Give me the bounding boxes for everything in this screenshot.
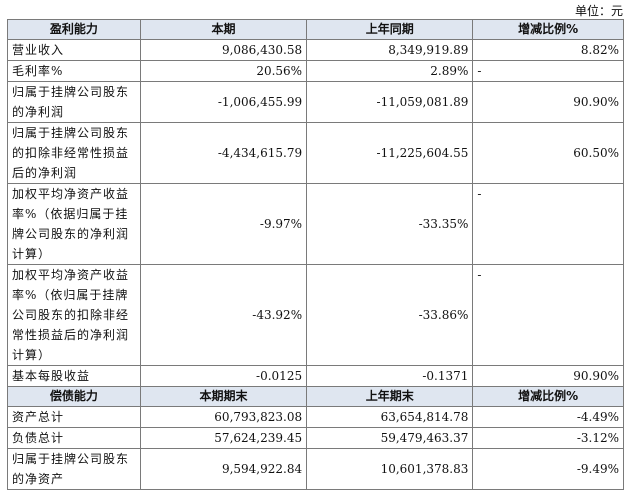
row-label: 基本每股收益	[7, 365, 141, 387]
current-value: -9.97%	[139, 183, 308, 265]
change-ratio-header: 增减比例%	[472, 19, 624, 40]
current-value: -4,434,615.79	[139, 122, 308, 184]
row-label: 负债总计	[7, 427, 141, 449]
previous-year-end-header: 上年期末	[306, 386, 474, 407]
current-period-header: 本期	[139, 19, 308, 40]
current-value: 57,624,239.45	[139, 427, 308, 449]
current-value: 60,793,823.08	[139, 406, 308, 428]
table-row: 基本每股收益 -0.0125 -0.1371 90.90%	[7, 365, 624, 387]
profitability-header-row: 盈利能力 本期 上年同期 增减比例%	[7, 19, 624, 40]
row-label: 归属于挂牌公司股东的扣除非经常性损益后的净利润	[7, 122, 141, 184]
financial-table: 盈利能力 本期 上年同期 增减比例% 营业收入 9,086,430.58 8,3…	[7, 19, 624, 490]
previous-value: -33.86%	[306, 264, 474, 366]
previous-value: -33.35%	[306, 183, 474, 265]
table-row: 毛利率% 20.56% 2.89% -	[7, 60, 624, 82]
change-value: -	[472, 264, 624, 366]
table-row: 加权平均净资产收益率%（依归属于挂牌公司股东的扣除非经常性损益后的净利润计算） …	[7, 264, 624, 366]
previous-value: -0.1371	[306, 365, 474, 387]
row-label: 资产总计	[7, 406, 141, 428]
period-end-header: 本期期末	[139, 386, 308, 407]
previous-value: 8,349,919.89	[306, 39, 474, 61]
row-label: 毛利率%	[7, 60, 141, 82]
table-row: 营业收入 9,086,430.58 8,349,919.89 8.82%	[7, 39, 624, 61]
current-value: 9,086,430.58	[139, 39, 308, 61]
solvency-header: 偿债能力	[7, 386, 141, 407]
table-row: 归属于挂牌公司股东的扣除非经常性损益后的净利润 -4,434,615.79 -1…	[7, 122, 624, 184]
row-label: 营业收入	[7, 39, 141, 61]
row-label: 加权平均净资产收益率%（依归属于挂牌公司股东的扣除非经常性损益后的净利润计算）	[7, 264, 141, 366]
current-value: 20.56%	[139, 60, 308, 82]
change-value: 90.90%	[472, 81, 624, 123]
current-value: -43.92%	[139, 264, 308, 366]
table-row: 负债总计 57,624,239.45 59,479,463.37 -3.12%	[7, 427, 624, 449]
previous-value: 2.89%	[306, 60, 474, 82]
solvency-header-row: 偿债能力 本期期末 上年期末 增减比例%	[7, 386, 624, 407]
change-value: 90.90%	[472, 365, 624, 387]
change-value: 60.50%	[472, 122, 624, 184]
current-value: -0.0125	[139, 365, 308, 387]
row-label: 加权平均净资产收益率%（依据归属于挂牌公司股东的净利润计算）	[7, 183, 141, 265]
table-row: 资产总计 60,793,823.08 63,654,814.78 -4.49%	[7, 406, 624, 428]
row-label: 归属于挂牌公司股东的净利润	[7, 81, 141, 123]
change-value: -	[472, 60, 624, 82]
previous-value: 59,479,463.37	[306, 427, 474, 449]
change-value: 8.82%	[472, 39, 624, 61]
change-ratio-header: 增减比例%	[472, 386, 624, 407]
table-row: 归属于挂牌公司股东的净利润 -1,006,455.99 -11,059,081.…	[7, 81, 624, 123]
row-label: 归属于挂牌公司股东的净资产	[7, 448, 141, 490]
table-row: 归属于挂牌公司股东的净资产 9,594,922.84 10,601,378.83…	[7, 448, 624, 490]
previous-value: -11,225,604.55	[306, 122, 474, 184]
change-value: -3.12%	[472, 427, 624, 449]
previous-value: 63,654,814.78	[306, 406, 474, 428]
previous-value: 10,601,378.83	[306, 448, 474, 490]
current-value: 9,594,922.84	[139, 448, 308, 490]
unit-label: 单位：元	[574, 4, 623, 18]
change-value: -9.49%	[472, 448, 624, 490]
previous-value: -11,059,081.89	[306, 81, 474, 123]
table-row: 加权平均净资产收益率%（依据归属于挂牌公司股东的净利润计算） -9.97% -3…	[7, 183, 624, 265]
change-value: -	[472, 183, 624, 265]
current-value: -1,006,455.99	[139, 81, 308, 123]
previous-period-header: 上年同期	[306, 19, 474, 40]
profitability-header: 盈利能力	[7, 19, 141, 40]
change-value: -4.49%	[472, 406, 624, 428]
